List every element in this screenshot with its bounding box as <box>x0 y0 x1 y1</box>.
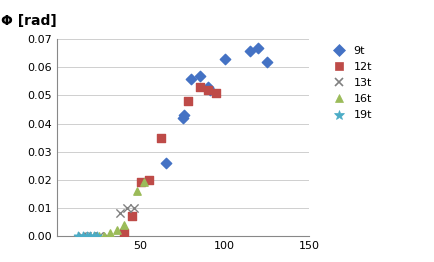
12t <box>145 178 152 182</box>
12t <box>157 135 164 140</box>
9t <box>221 57 228 61</box>
12t <box>137 180 144 184</box>
13t <box>88 234 95 238</box>
9t <box>181 113 187 117</box>
9t <box>246 48 253 53</box>
Legend: 9t, 12t, 13t, 16t, 19t: 9t, 12t, 13t, 16t, 19t <box>326 45 372 122</box>
13t <box>78 234 85 238</box>
16t <box>107 231 114 235</box>
13t <box>117 211 124 215</box>
9t <box>204 85 211 89</box>
19t <box>86 234 93 238</box>
16t <box>100 234 107 238</box>
19t <box>83 234 90 238</box>
12t <box>204 88 211 92</box>
9t <box>162 161 169 165</box>
19t <box>80 234 87 238</box>
9t <box>179 116 186 120</box>
13t <box>130 206 137 210</box>
9t <box>254 46 261 50</box>
13t <box>103 234 110 238</box>
9t <box>263 60 270 64</box>
16t <box>134 189 141 193</box>
16t <box>95 234 102 238</box>
9t <box>196 74 203 78</box>
9t <box>206 88 213 92</box>
19t <box>75 234 82 238</box>
Text: Φ [rad]: Φ [rad] <box>1 14 57 28</box>
19t <box>90 234 97 238</box>
16t <box>140 180 147 184</box>
19t <box>93 234 100 238</box>
13t <box>95 234 102 238</box>
12t <box>184 99 191 103</box>
13t <box>123 206 130 210</box>
9t <box>187 77 194 81</box>
16t <box>120 222 127 227</box>
12t <box>196 85 203 89</box>
12t <box>212 91 219 95</box>
16t <box>113 228 120 232</box>
12t <box>120 231 127 235</box>
16t <box>90 234 97 238</box>
12t <box>128 214 135 218</box>
13t <box>83 234 90 238</box>
